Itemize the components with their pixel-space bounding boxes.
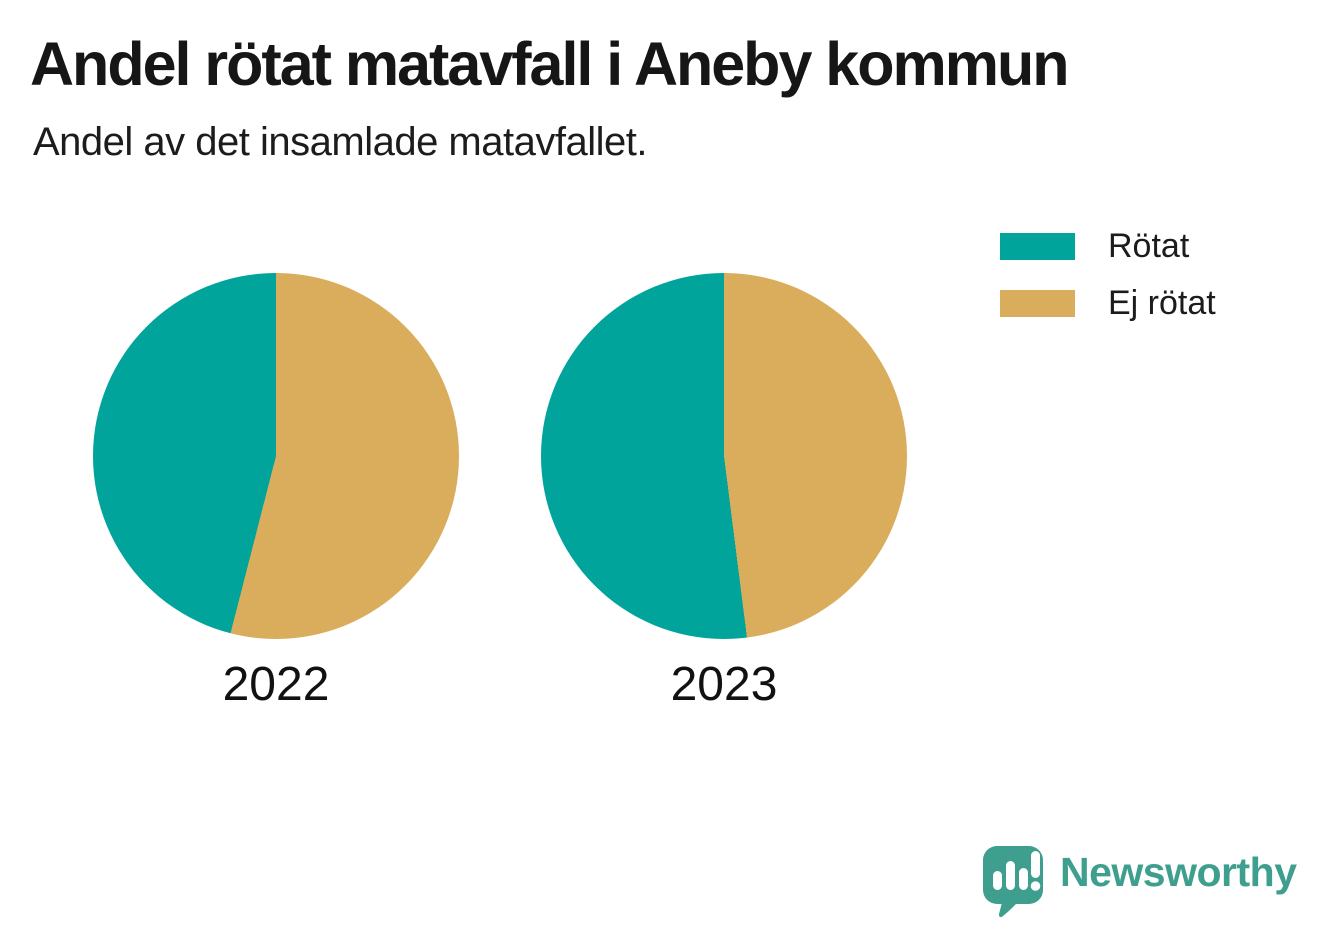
legend-swatch-ej-rotat — [1000, 290, 1075, 317]
pie-year-label-2022: 2022 — [222, 658, 330, 711]
pie-year-label-2023: 2023 — [670, 658, 778, 711]
legend-label-rotat: Rötat — [1108, 227, 1190, 265]
chart-subtitle: Andel av det insamlade matavfallet. — [33, 120, 647, 164]
legend: Rötat Ej rötat — [1000, 227, 1216, 347]
legend-item-rotat: Rötat — [1000, 227, 1216, 265]
legend-label-ej-rotat: Ej rötat — [1108, 284, 1216, 322]
pie-chart-2023 — [541, 273, 907, 639]
pie-chart-2022 — [93, 273, 459, 639]
newsworthy-logo-icon — [983, 846, 1043, 918]
brand-name: Newsworthy — [1060, 849, 1297, 895]
brand-footer: Newsworthy — [982, 845, 1297, 921]
legend-item-ej-rotat: Ej rötat — [1000, 284, 1216, 322]
chart-title: Andel rötat matavfall i Aneby kommun — [30, 30, 1069, 98]
legend-swatch-rotat — [1000, 233, 1075, 260]
